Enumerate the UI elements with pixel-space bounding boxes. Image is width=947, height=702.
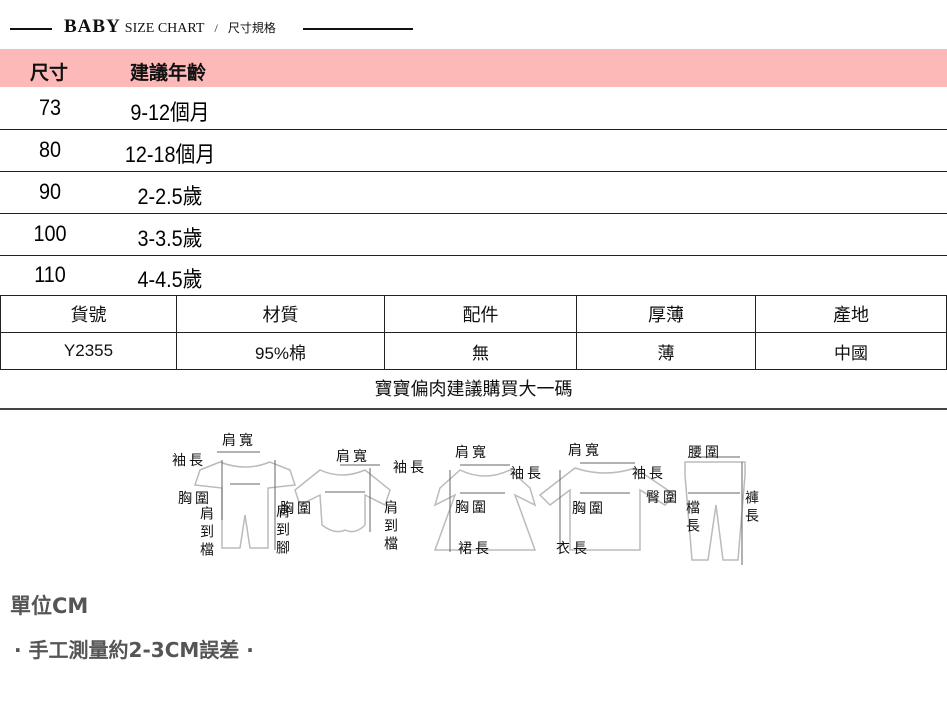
- size-value: 80: [38, 137, 62, 162]
- garment-measurement-diagram: [193, 451, 746, 565]
- spec-value: Y2355: [0, 332, 177, 370]
- spec-header: 厚薄: [576, 295, 756, 333]
- label-top-shoulder: 肩寬: [568, 443, 602, 459]
- label-bodysuit-shoulder-crotch: 肩到檔: [382, 500, 398, 554]
- label-bodysuit-shoulder: 肩寬: [336, 449, 370, 465]
- label-romper-shoulder-foot: 肩到腳: [274, 504, 290, 558]
- label-romper-sleeve: 袖長: [172, 453, 206, 469]
- title-size-chart: SIZE CHART: [124, 21, 205, 36]
- size-row: 110 4-4.5歲: [0, 254, 947, 296]
- bodysuit-outline: [294, 469, 391, 533]
- size-row: 80 12-18個月: [0, 129, 947, 172]
- size-table-header: [0, 49, 947, 87]
- spec-value-row: Y2355 95%棉 無 薄 中國: [0, 332, 947, 370]
- spec-value: 95%棉: [176, 332, 385, 370]
- spec-value: 無: [384, 332, 577, 370]
- spec-header: 材質: [176, 295, 385, 333]
- size-value: 100: [33, 221, 67, 246]
- chart-title: BABY SIZE CHART / 尺寸規格: [64, 16, 276, 38]
- label-pants-length: 褲長: [743, 490, 759, 526]
- label-pants-waist: 腰圍: [688, 445, 722, 461]
- title-zh: 尺寸規格: [227, 21, 276, 35]
- age-value: 12-18個月: [124, 142, 216, 167]
- spec-table: 貨號 材質 配件 厚薄 產地 Y2355 95%棉 無 薄 中國: [0, 295, 947, 370]
- header-age: 建議年齡: [130, 62, 207, 84]
- label-top-length: 衣長: [556, 541, 590, 557]
- label-romper-chest: 胸圍: [178, 491, 212, 507]
- measurement-error-note: · 手工測量約2-3CM誤差 ·: [14, 638, 254, 662]
- dress-outline: [433, 469, 537, 551]
- title-slash: /: [214, 21, 218, 35]
- age-value: 2-2.5歲: [137, 184, 203, 209]
- label-romper-shoulder: 肩寬: [222, 433, 256, 449]
- romper-outline: [193, 461, 297, 549]
- size-row: 73 9-12個月: [0, 87, 947, 130]
- spec-header: 貨號: [0, 295, 177, 333]
- size-value: 73: [38, 95, 62, 120]
- label-pants-crotch: 檔長: [684, 500, 700, 536]
- age-value: 9-12個月: [130, 100, 210, 125]
- label-dress-chest: 胸圍: [455, 500, 489, 516]
- spec-value: 薄: [576, 332, 756, 370]
- spec-header-row: 貨號 材質 配件 厚薄 產地: [0, 295, 947, 333]
- label-romper-shoulder-crotch: 肩到檔: [198, 506, 214, 560]
- label-dress-sleeve: 袖長: [510, 466, 544, 482]
- size-row: 90 2-2.5歲: [0, 171, 947, 214]
- label-top-sleeve: 袖長: [632, 466, 666, 482]
- pants-outline: [684, 461, 746, 561]
- size-row: 100 3-3.5歲: [0, 213, 947, 256]
- title-baby: BABY: [64, 16, 121, 37]
- spec-value: 中國: [755, 332, 947, 370]
- label-pants-hip: 臀圍: [646, 490, 680, 506]
- label-top-chest: 胸圍: [572, 501, 606, 517]
- title-rule-left: [10, 28, 52, 30]
- size-value: 90: [38, 179, 62, 204]
- unit-label: 單位CM: [10, 594, 89, 618]
- size-value: 110: [34, 262, 66, 287]
- label-bodysuit-chest: 胸圍: [280, 501, 314, 517]
- header-size: 尺寸: [30, 62, 69, 84]
- age-value: 4-4.5歲: [137, 267, 203, 292]
- size-advice-note: 寶寶偏肉建議購買大一碼: [0, 371, 947, 410]
- label-dress-length: 裙長: [458, 541, 492, 557]
- title-rule-right: [303, 28, 413, 30]
- top-outline: [538, 467, 677, 551]
- age-value: 3-3.5歲: [137, 226, 203, 251]
- spec-header: 配件: [384, 295, 577, 333]
- label-bodysuit-sleeve: 袖長: [393, 460, 427, 476]
- spec-header: 產地: [755, 295, 947, 333]
- label-dress-shoulder: 肩寬: [455, 445, 489, 461]
